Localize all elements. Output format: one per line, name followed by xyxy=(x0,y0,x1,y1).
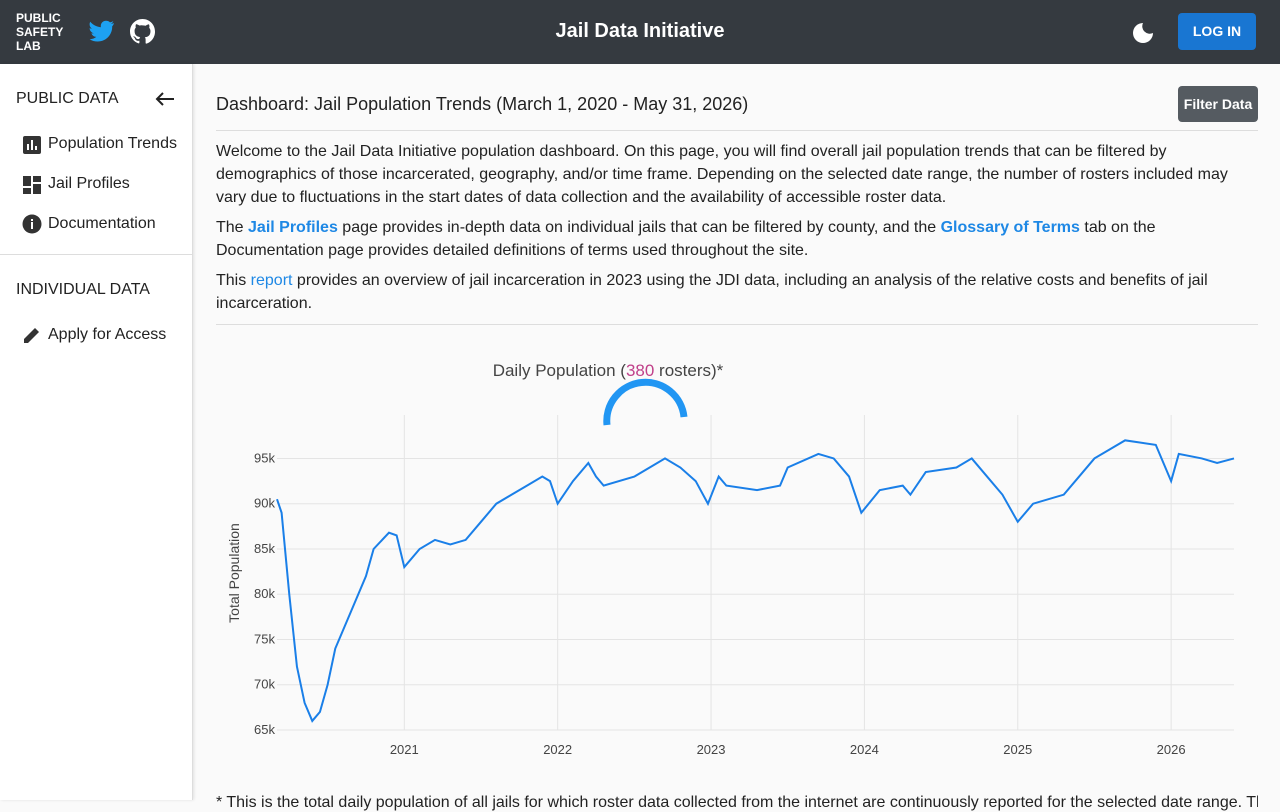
x-tick-label: 2025 xyxy=(1003,742,1032,757)
text: provides an overview of jail incarcerati… xyxy=(216,272,1208,312)
x-tick-label: 2023 xyxy=(697,742,726,757)
y-tick-label: 75k xyxy=(254,631,275,646)
text: The xyxy=(216,219,249,236)
theme-toggle[interactable] xyxy=(1132,22,1154,44)
filter-button[interactable]: Filter Data xyxy=(1178,86,1258,122)
logo-line: PUBLIC xyxy=(16,11,61,25)
roster-count: 380 xyxy=(626,361,654,380)
text: Welcome to the Jail Data Initiative popu… xyxy=(216,143,1228,206)
text: This xyxy=(216,272,251,289)
section-heading: INDIVIDUAL DATA xyxy=(16,281,150,298)
text: tab on the Documentation page provides d… xyxy=(216,219,1156,259)
twitter-icon[interactable] xyxy=(89,20,115,42)
page-heading: Dashboard: Jail Population Trends (March… xyxy=(216,94,749,114)
footnote: * This is the total daily population of … xyxy=(216,794,1258,811)
x-tick-label: 2021 xyxy=(390,742,419,757)
logo-line: SAFETY xyxy=(16,25,64,39)
logo-line: LAB xyxy=(16,39,41,53)
intro: Welcome to the Jail Data Initiative popu… xyxy=(216,140,1258,315)
x-tick-label: 2026 xyxy=(1157,742,1186,757)
divider xyxy=(216,130,1258,131)
loading-spinner xyxy=(603,378,688,426)
y-tick-label: 70k xyxy=(254,677,275,692)
title-text: rosters)* xyxy=(654,361,723,380)
title-text: Daily Population ( xyxy=(493,361,627,380)
chart-icon xyxy=(23,136,41,154)
population-line xyxy=(276,439,1235,723)
x-tick-label: 2024 xyxy=(850,742,879,757)
paragraph: The Jail Profiles page provides in-depth… xyxy=(216,216,1258,262)
link[interactable]: Jail Profiles xyxy=(248,219,338,236)
site-title: Jail Data Initiative xyxy=(555,20,725,42)
divider xyxy=(0,254,193,255)
nav-link[interactable]: Population Trends xyxy=(48,135,177,152)
link[interactable]: report xyxy=(250,272,293,289)
nav-link[interactable]: Apply for Access xyxy=(48,326,167,343)
paragraph: This report provides an overview of jail… xyxy=(216,269,1258,315)
y-tick-label: 80k xyxy=(254,586,275,601)
nav-link[interactable]: Jail Profiles xyxy=(48,175,130,192)
collapse-icon[interactable] xyxy=(154,91,176,107)
y-tick-label: 90k xyxy=(254,496,275,511)
sidebar: PUBLIC DATA Population Trends Jail Profi… xyxy=(0,64,193,800)
logo[interactable]: PUBLIC SAFETY LAB xyxy=(16,11,63,53)
chart: Daily Population (380 rosters)* Total Po… xyxy=(226,361,1235,757)
y-tick-label: 65k xyxy=(254,722,275,737)
login-button[interactable]: LOG IN xyxy=(1178,13,1256,50)
chart-title: Daily Population (380 rosters)* xyxy=(493,361,724,380)
paragraph: Welcome to the Jail Data Initiative popu… xyxy=(216,140,1258,209)
text: page provides in-depth data on individua… xyxy=(337,219,941,236)
link[interactable]: Glossary of Terms xyxy=(940,219,1080,236)
divider xyxy=(216,324,1258,325)
profiles-icon xyxy=(23,176,41,194)
edit-icon xyxy=(24,328,39,343)
y-axis-label: Total Population xyxy=(226,523,242,623)
x-tick-label: 2022 xyxy=(543,742,572,757)
github-icon[interactable] xyxy=(130,19,155,44)
y-tick-label: 95k xyxy=(254,450,275,465)
nav-link[interactable]: Documentation xyxy=(48,215,156,232)
section-heading: PUBLIC DATA xyxy=(16,90,119,107)
y-tick-label: 85k xyxy=(254,541,275,556)
header: PUBLIC SAFETY LAB Jail Data Initiative LOG… xyxy=(0,0,1280,64)
info-icon xyxy=(22,214,42,234)
